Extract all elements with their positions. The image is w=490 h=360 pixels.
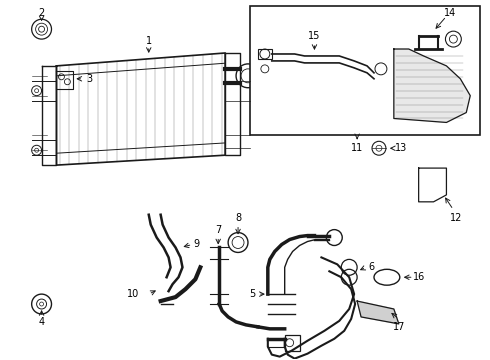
Text: 1: 1 bbox=[146, 36, 152, 46]
Text: 4: 4 bbox=[39, 317, 45, 327]
Text: 17: 17 bbox=[392, 322, 405, 332]
Text: 6: 6 bbox=[368, 262, 374, 272]
Text: 16: 16 bbox=[413, 272, 425, 282]
Text: 8: 8 bbox=[235, 213, 241, 223]
Text: 9: 9 bbox=[194, 239, 199, 249]
Text: 14: 14 bbox=[444, 8, 457, 18]
Text: 12: 12 bbox=[450, 213, 463, 223]
Bar bbox=[250, 6, 480, 135]
Text: 5: 5 bbox=[249, 289, 255, 299]
Text: 15: 15 bbox=[308, 31, 320, 41]
Polygon shape bbox=[394, 49, 470, 122]
Text: 11: 11 bbox=[351, 143, 363, 153]
Text: 10: 10 bbox=[127, 289, 139, 299]
Bar bbox=[258, 49, 272, 59]
Text: 3: 3 bbox=[86, 74, 92, 84]
Bar bbox=[285, 335, 299, 351]
Text: 7: 7 bbox=[215, 225, 221, 235]
Polygon shape bbox=[357, 301, 399, 324]
Text: 2: 2 bbox=[38, 8, 45, 18]
Text: 13: 13 bbox=[394, 143, 407, 153]
